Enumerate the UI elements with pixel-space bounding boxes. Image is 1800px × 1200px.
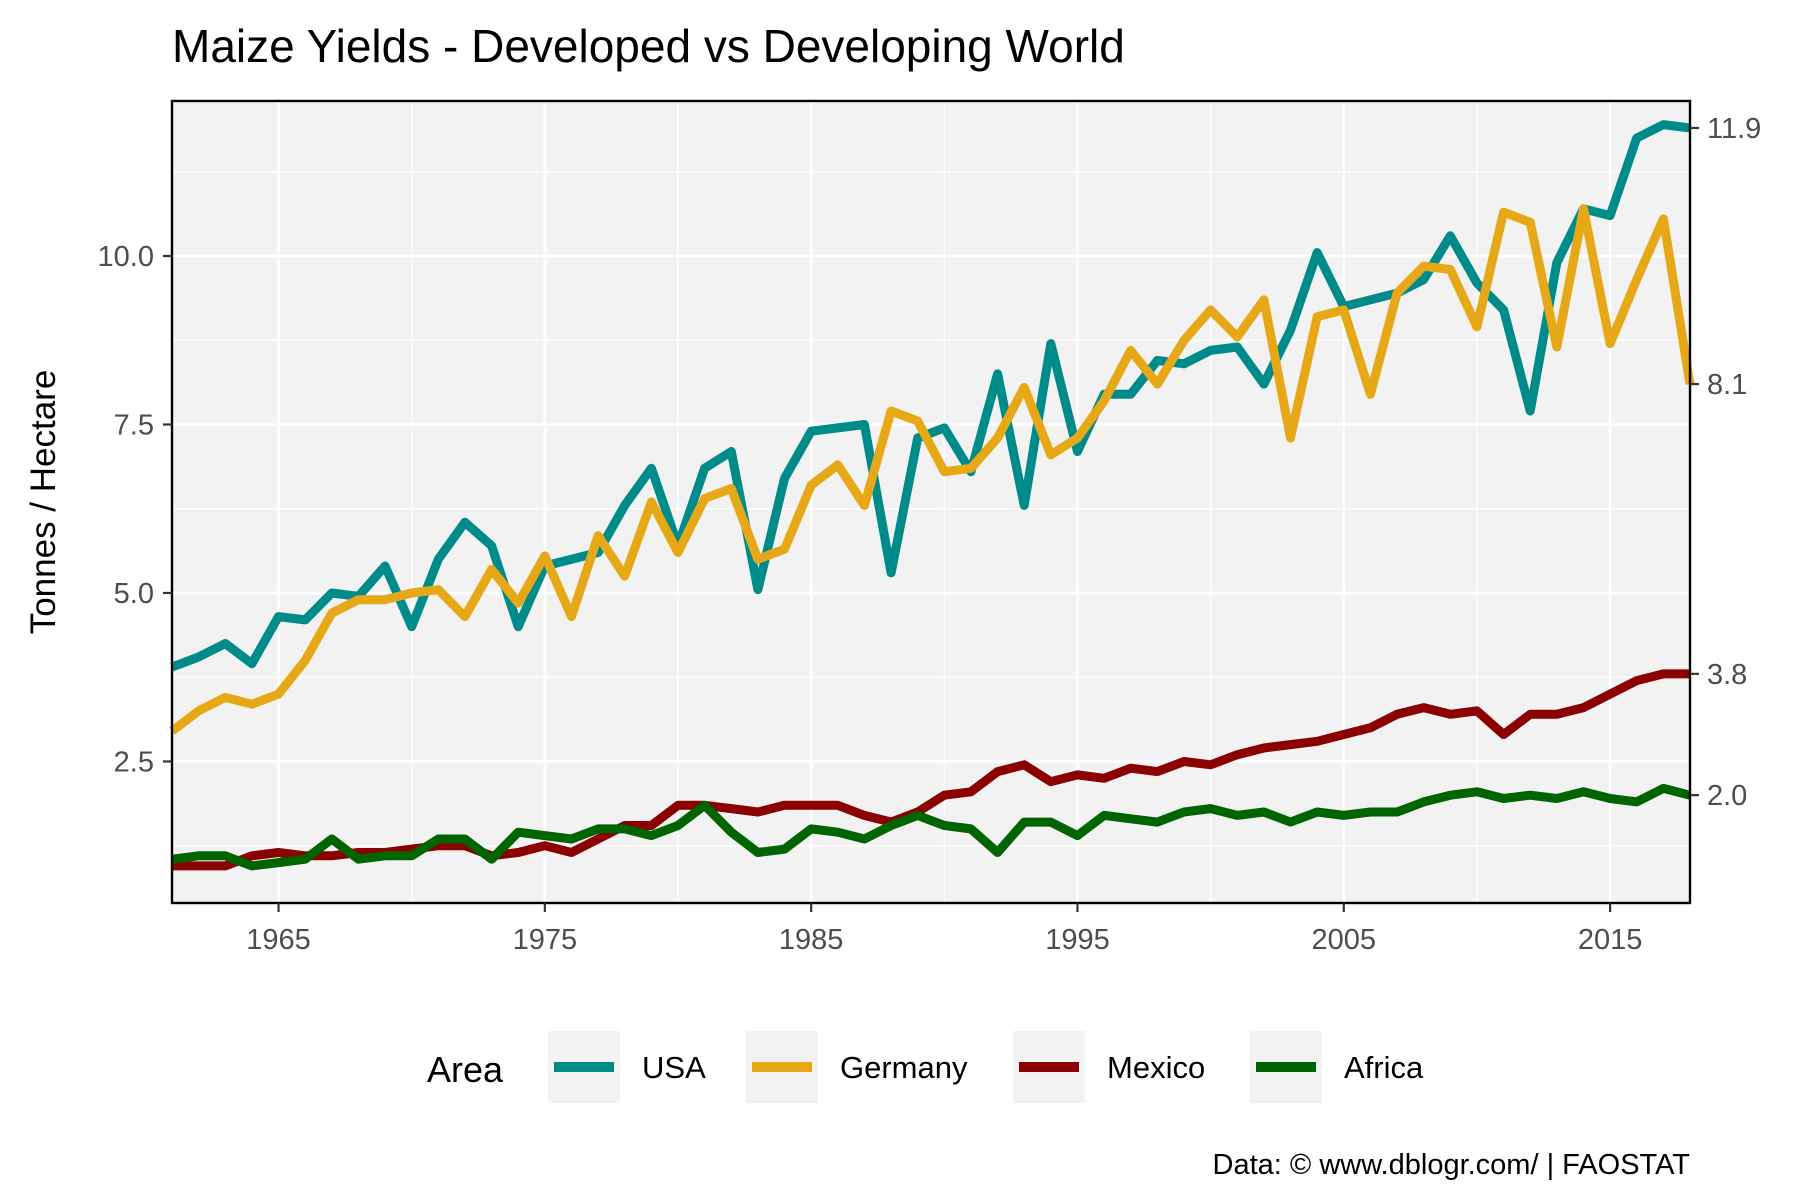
- x-tick-label: 1975: [513, 924, 578, 956]
- y-axis-ticks: 2.5 5.0 7.5 10.0: [98, 241, 172, 778]
- x-tick-label: 2015: [1578, 924, 1643, 956]
- grid-major: [172, 101, 1690, 903]
- y-right-tick-label: 2.0: [1707, 780, 1747, 812]
- y-axis-right-labels: 11.9 8.1 3.8 2.0: [1690, 113, 1761, 812]
- legend-label-africa: Africa: [1344, 1050, 1424, 1085]
- caption: Data: © www.dblogr.com/ | FAOSTAT: [1213, 1149, 1691, 1181]
- y-tick-label: 5.0: [114, 578, 154, 610]
- legend-title: Area: [427, 1049, 504, 1090]
- y-tick-label: 7.5: [114, 409, 154, 441]
- plot-border: [170, 99, 1692, 905]
- legend-label-mexico: Mexico: [1107, 1050, 1205, 1085]
- legend-label-usa: USA: [642, 1050, 706, 1085]
- plot-panel: [172, 101, 1690, 903]
- chart-title: Maize Yields - Developed vs Developing W…: [172, 20, 1125, 72]
- legend-label-germany: Germany: [840, 1050, 968, 1085]
- x-axis-ticks: 1965 1975 1985 1995 2005 2015: [246, 903, 1642, 956]
- series-lines: [169, 120, 1695, 871]
- series-line-africa: [171, 783, 1692, 871]
- legend: Area USA Germany Mexico Africa: [427, 1031, 1424, 1103]
- x-tick-label: 1995: [1045, 924, 1110, 956]
- y-axis-title: Tonnes / Hectare: [24, 370, 63, 635]
- x-tick-label: 2005: [1312, 924, 1377, 956]
- y-right-tick-label: 11.9: [1707, 113, 1761, 145]
- x-tick-label: 1985: [779, 924, 844, 956]
- y-tick-label: 10.0: [98, 241, 154, 273]
- series-line-germany: [169, 204, 1695, 735]
- y-right-tick-label: 3.8: [1707, 659, 1747, 691]
- y-right-tick-label: 8.1: [1707, 369, 1747, 401]
- y-tick-label: 2.5: [114, 746, 154, 778]
- x-tick-label: 1965: [246, 924, 311, 956]
